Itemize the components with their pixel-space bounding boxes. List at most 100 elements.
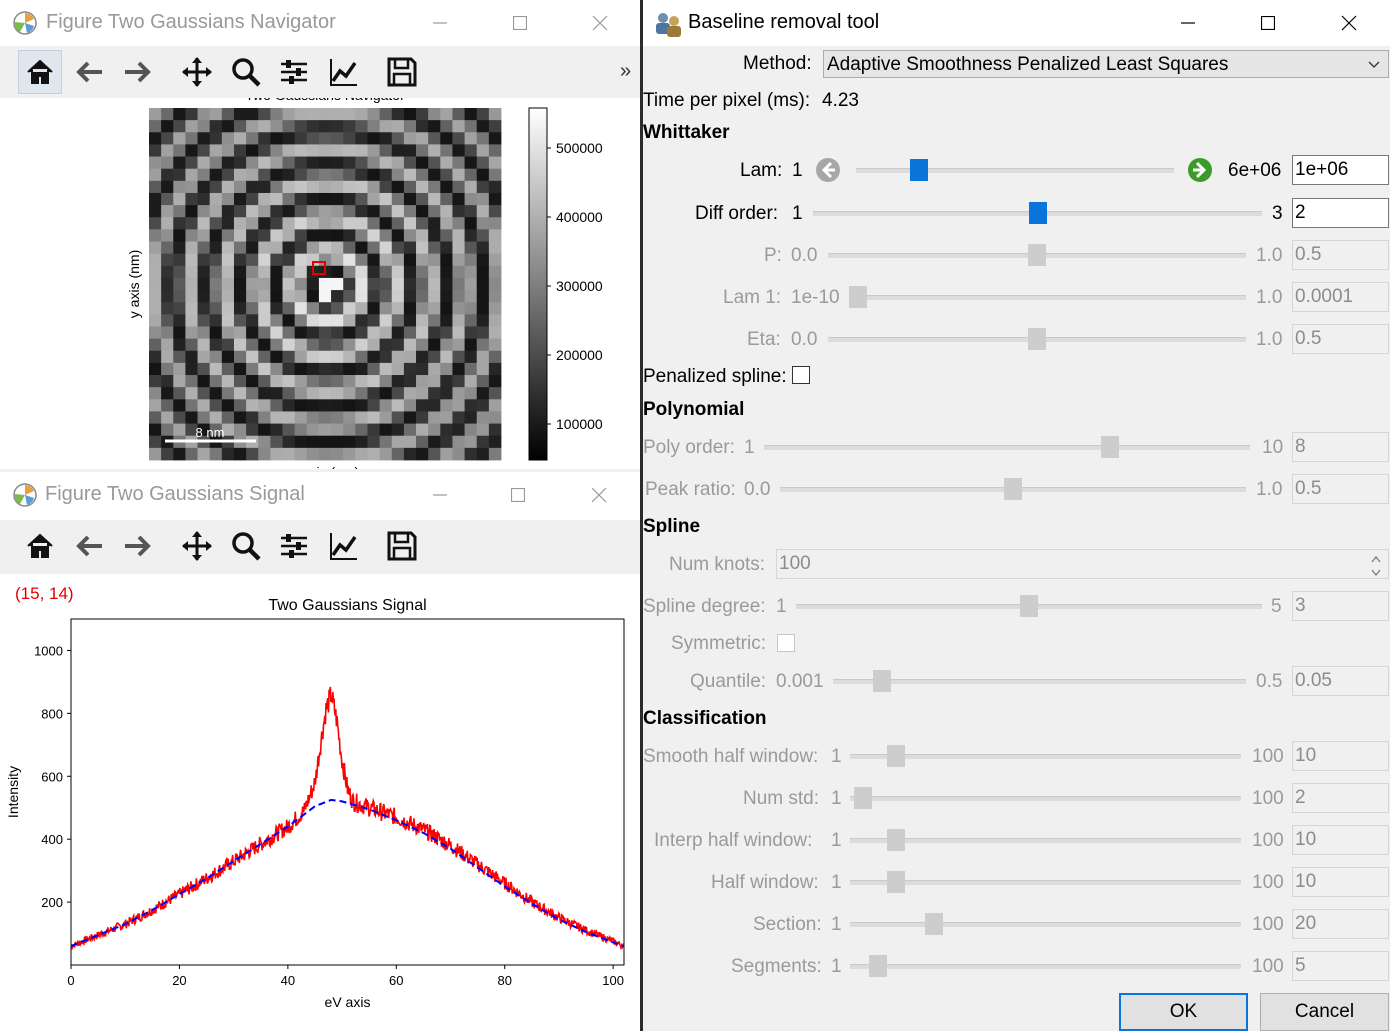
spin-down-icon[interactable]	[1370, 565, 1382, 583]
penalized-spline-checkbox[interactable]	[792, 366, 810, 384]
edit-axis-button[interactable]	[322, 524, 366, 568]
lam1-slider-track[interactable]	[849, 295, 1246, 300]
maximize-button[interactable]	[1253, 8, 1283, 38]
navigator-heatmap[interactable]	[149, 108, 502, 461]
lam-input[interactable]: 1e+06	[1292, 155, 1389, 185]
section-slider-track[interactable]	[850, 922, 1241, 927]
save-button[interactable]	[380, 50, 424, 94]
maximize-button[interactable]	[505, 8, 535, 38]
signal-titlebar: Figure Two Gaussians Signal	[0, 472, 640, 518]
lam-label: Lam:	[740, 160, 783, 181]
lam1-input[interactable]: 0.0001	[1292, 282, 1389, 312]
close-button[interactable]	[585, 8, 615, 38]
diff-order-input[interactable]: 2	[1292, 198, 1389, 228]
minimize-button[interactable]	[425, 8, 455, 38]
eta-input[interactable]: 0.5	[1292, 324, 1389, 354]
maximize-button[interactable]	[503, 480, 533, 510]
interp-half-window-slider-handle[interactable]	[887, 829, 906, 851]
half-window-slider-handle[interactable]	[887, 871, 906, 893]
ok-button[interactable]: OK	[1119, 993, 1248, 1031]
section-slider-handle[interactable]	[924, 913, 943, 935]
zoom-button[interactable]	[224, 50, 268, 94]
poly-order-input[interactable]: 8	[1292, 432, 1389, 462]
spline-degree-slider-handle[interactable]	[1020, 595, 1038, 617]
half-window-max: 100	[1252, 872, 1284, 893]
configure-subplots-button[interactable]	[272, 524, 316, 568]
home-icon	[27, 59, 53, 84]
poly-order-slider-track[interactable]	[764, 445, 1250, 450]
colorbar-tick-label: 100000	[556, 416, 603, 432]
back-arrow-button[interactable]	[68, 50, 112, 94]
increase-arrow-icon[interactable]	[1187, 157, 1213, 188]
quantile-slider-handle[interactable]	[872, 670, 891, 692]
p-max: 1.0	[1256, 245, 1283, 266]
edit-axis-button[interactable]	[322, 50, 366, 94]
x-axis-label: eV axis	[325, 994, 371, 1010]
num-std-input[interactable]: 2	[1292, 783, 1389, 813]
quantile-input[interactable]: 0.05	[1292, 666, 1389, 696]
save-button[interactable]	[380, 524, 424, 568]
forward-arrow-button[interactable]	[115, 50, 159, 94]
p-input[interactable]: 0.5	[1292, 240, 1389, 270]
section-input[interactable]: 20	[1292, 909, 1389, 939]
colorbar	[528, 107, 548, 461]
peak-ratio-input[interactable]: 0.5	[1292, 474, 1389, 504]
eta-max: 1.0	[1256, 329, 1283, 350]
close-button[interactable]	[1334, 8, 1364, 38]
method-label: Method:	[743, 53, 812, 74]
symmetric-checkbox[interactable]	[777, 634, 795, 652]
configure-subplots-button[interactable]	[272, 50, 316, 94]
cancel-button[interactable]: Cancel	[1260, 993, 1389, 1031]
num-std-slider-track[interactable]	[850, 796, 1241, 801]
smooth-half-window-slider-track[interactable]	[850, 754, 1241, 759]
lam-slider-handle[interactable]	[910, 159, 928, 181]
y-tick-label: 400	[41, 832, 63, 847]
save-icon	[387, 57, 417, 87]
pan-button[interactable]	[175, 524, 219, 568]
segments-slider-track[interactable]	[850, 964, 1241, 969]
minimize-button[interactable]	[425, 480, 455, 510]
decrease-arrow-icon[interactable]	[815, 157, 841, 188]
diff-order-slider-handle[interactable]	[1028, 202, 1047, 224]
half-window-input[interactable]: 10	[1292, 867, 1389, 897]
lam1-slider-handle[interactable]	[849, 286, 867, 308]
eta-slider-handle[interactable]	[1028, 328, 1046, 350]
spin-up-icon[interactable]	[1370, 551, 1382, 569]
home-button[interactable]	[18, 50, 62, 94]
pan-button[interactable]	[175, 50, 219, 94]
smooth-half-window-input[interactable]: 10	[1292, 741, 1389, 771]
quantile-slider-track[interactable]	[833, 679, 1246, 684]
segments-label: Segments:	[731, 956, 822, 977]
spline-degree-input[interactable]: 3	[1292, 591, 1389, 621]
quantile-min: 0.001	[776, 671, 824, 692]
forward-arrow-icon	[125, 61, 151, 83]
back-arrow-button[interactable]	[68, 524, 112, 568]
smooth-half-window-slider-handle[interactable]	[887, 745, 906, 767]
segments-input[interactable]: 5	[1292, 951, 1389, 981]
navigator-plot[interactable]: Two Gaussians Navigator 8 nm y axis (nm) x …	[0, 98, 640, 469]
signal-plot[interactable]: Two Gaussians Signal 0 20 40 60 80 100 200 400 60…	[0, 591, 640, 1031]
num-std-slider-handle[interactable]	[853, 787, 872, 809]
interp-half-window-input[interactable]: 10	[1292, 825, 1389, 855]
close-button[interactable]	[584, 480, 614, 510]
x-tick-label: 0	[67, 973, 74, 988]
lam-slider-track[interactable]	[856, 168, 1174, 173]
app-logo-icon	[12, 482, 38, 513]
navigator-selection-marker[interactable]	[312, 261, 326, 275]
time-per-pixel-value: 4.23	[822, 90, 859, 111]
forward-arrow-button[interactable]	[115, 524, 159, 568]
toolbar-overflow-button[interactable]: »	[620, 60, 632, 82]
interp-half-window-slider-track[interactable]	[850, 838, 1241, 843]
cursor-coordinates: (15, 14)	[15, 584, 74, 603]
num-knots-spinbox[interactable]: 100	[776, 549, 1389, 579]
p-slider-handle[interactable]	[1028, 244, 1046, 266]
segments-slider-handle[interactable]	[868, 955, 887, 977]
zoom-button[interactable]	[224, 524, 268, 568]
poly-order-slider-handle[interactable]	[1100, 436, 1119, 458]
peak-ratio-slider-handle[interactable]	[1004, 478, 1022, 500]
half-window-slider-track[interactable]	[850, 880, 1241, 885]
method-select[interactable]: Adaptive Smoothness Penalized Least Squa…	[823, 50, 1389, 78]
half-window-min: 1	[831, 872, 842, 893]
minimize-button[interactable]	[1173, 8, 1203, 38]
home-button[interactable]	[18, 524, 62, 568]
